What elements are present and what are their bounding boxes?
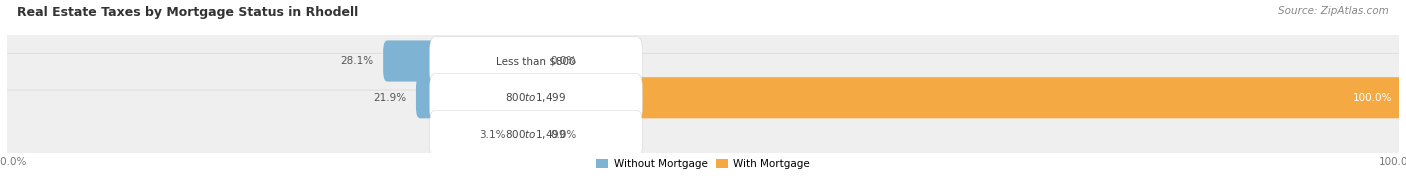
- Text: Real Estate Taxes by Mortgage Status in Rhodell: Real Estate Taxes by Mortgage Status in …: [17, 6, 359, 19]
- FancyBboxPatch shape: [516, 114, 540, 155]
- Text: $800 to $1,499: $800 to $1,499: [505, 91, 567, 104]
- Text: 0.0%: 0.0%: [550, 130, 576, 140]
- FancyBboxPatch shape: [416, 77, 540, 118]
- Text: Less than $800: Less than $800: [496, 56, 575, 66]
- Text: $800 to $1,499: $800 to $1,499: [505, 128, 567, 141]
- FancyBboxPatch shape: [0, 90, 1406, 179]
- FancyBboxPatch shape: [429, 37, 643, 85]
- FancyBboxPatch shape: [0, 16, 1406, 105]
- FancyBboxPatch shape: [384, 40, 540, 82]
- FancyBboxPatch shape: [429, 74, 643, 122]
- Legend: Without Mortgage, With Mortgage: Without Mortgage, With Mortgage: [592, 155, 814, 173]
- Text: Source: ZipAtlas.com: Source: ZipAtlas.com: [1278, 6, 1389, 16]
- FancyBboxPatch shape: [0, 53, 1406, 142]
- Text: 100.0%: 100.0%: [1353, 93, 1392, 103]
- Text: 3.1%: 3.1%: [479, 130, 506, 140]
- FancyBboxPatch shape: [531, 77, 1403, 118]
- FancyBboxPatch shape: [429, 110, 643, 159]
- Text: 28.1%: 28.1%: [340, 56, 374, 66]
- Text: 21.9%: 21.9%: [373, 93, 406, 103]
- Text: 0.0%: 0.0%: [550, 56, 576, 66]
